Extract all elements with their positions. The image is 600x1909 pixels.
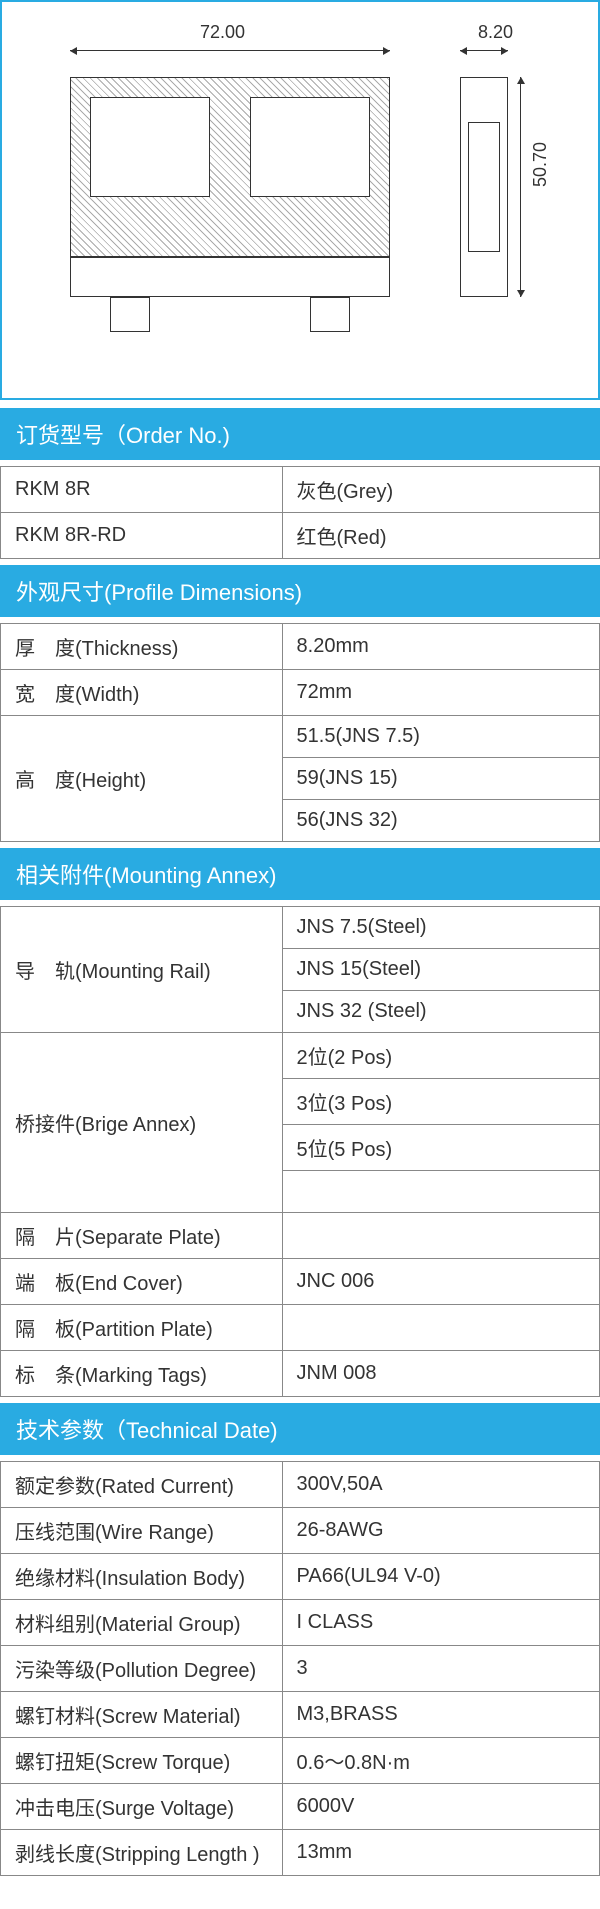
- thickness-label: 厚 度(Thickness): [1, 624, 283, 670]
- tech-label: 绝缘材料(Insulation Body): [1, 1554, 283, 1600]
- bridge-label: 桥接件(Brige Annex): [1, 1033, 283, 1213]
- separate-val: [282, 1213, 599, 1259]
- table-row: 螺钉扭矩(Screw Torque) 0.6～0.8N·m: [1, 1738, 600, 1784]
- table-row: 桥接件(Brige Annex) 2位(2 Pos): [1, 1033, 600, 1079]
- height-val: 59(JNS 15): [282, 758, 599, 800]
- tech-val: 6000V: [282, 1784, 599, 1830]
- bridge-val: 2位(2 Pos): [282, 1033, 599, 1079]
- dim-height-label: 50.70: [530, 142, 551, 187]
- order-color: 红色(Red): [282, 513, 599, 559]
- table-row: 绝缘材料(Insulation Body) PA66(UL94 V-0): [1, 1554, 600, 1600]
- dim-width-label: 72.00: [200, 22, 245, 43]
- rail-val: JNS 7.5(Steel): [282, 907, 599, 949]
- partition-val: [282, 1305, 599, 1351]
- order-model: RKM 8R: [1, 467, 283, 513]
- tech-label: 剥线长度(Stripping Length ): [1, 1830, 283, 1876]
- rail-val: JNS 15(Steel): [282, 949, 599, 991]
- dim-width-line: [70, 50, 390, 51]
- order-model: RKM 8R-RD: [1, 513, 283, 559]
- dim-height-line: [520, 77, 521, 297]
- table-row: RKM 8R 灰色(Grey): [1, 467, 600, 513]
- front-foot-right: [310, 297, 350, 332]
- tech-val: PA66(UL94 V-0): [282, 1554, 599, 1600]
- technical-table: 额定参数(Rated Current) 300V,50A 压线范围(Wire R…: [0, 1461, 600, 1876]
- table-row: 压线范围(Wire Range) 26-8AWG: [1, 1508, 600, 1554]
- technical-drawing: 72.00 8.20 50.70: [0, 0, 600, 400]
- order-color: 灰色(Grey): [282, 467, 599, 513]
- tech-val: 300V,50A: [282, 1462, 599, 1508]
- table-row: 冲击电压(Surge Voltage) 6000V: [1, 1784, 600, 1830]
- height-val: 51.5(JNS 7.5): [282, 716, 599, 758]
- section-header-order: 订货型号（Order No.): [0, 408, 600, 460]
- front-rail-clip: [70, 257, 390, 297]
- tech-label: 螺钉材料(Screw Material): [1, 1692, 283, 1738]
- mounting-table: 导 轨(Mounting Rail) JNS 7.5(Steel) JNS 15…: [0, 906, 600, 1397]
- table-row: 标 条(Marking Tags) JNM 008: [1, 1351, 600, 1397]
- table-row: 额定参数(Rated Current) 300V,50A: [1, 1462, 600, 1508]
- tech-val: M3,BRASS: [282, 1692, 599, 1738]
- table-row: 螺钉材料(Screw Material) M3,BRASS: [1, 1692, 600, 1738]
- section-header-mounting: 相关附件(Mounting Annex): [0, 848, 600, 900]
- profile-table: 厚 度(Thickness) 8.20mm 宽 度(Width) 72mm 高 …: [0, 623, 600, 842]
- table-row: 端 板(End Cover) JNC 006: [1, 1259, 600, 1305]
- tech-label: 冲击电压(Surge Voltage): [1, 1784, 283, 1830]
- width-val: 72mm: [282, 670, 599, 716]
- partition-label: 隔 板(Partition Plate): [1, 1305, 283, 1351]
- table-row: 隔 片(Separate Plate): [1, 1213, 600, 1259]
- rail-val: JNS 32 (Steel): [282, 991, 599, 1033]
- tech-label: 压线范围(Wire Range): [1, 1508, 283, 1554]
- marking-val: JNM 008: [282, 1351, 599, 1397]
- endcover-label: 端 板(End Cover): [1, 1259, 283, 1305]
- bridge-val: [282, 1171, 599, 1213]
- tech-val: 0.6～0.8N·m: [282, 1738, 599, 1784]
- tech-label: 螺钉扭矩(Screw Torque): [1, 1738, 283, 1784]
- order-no-table: RKM 8R 灰色(Grey) RKM 8R-RD 红色(Red): [0, 466, 600, 559]
- front-cavity-left: [90, 97, 210, 197]
- table-row: 隔 板(Partition Plate): [1, 1305, 600, 1351]
- tech-val: 3: [282, 1646, 599, 1692]
- thickness-val: 8.20mm: [282, 624, 599, 670]
- tech-label: 材料组别(Material Group): [1, 1600, 283, 1646]
- table-row: 高 度(Height) 51.5(JNS 7.5): [1, 716, 600, 758]
- tech-val: I CLASS: [282, 1600, 599, 1646]
- tech-val: 13mm: [282, 1830, 599, 1876]
- side-view: 8.20 50.70: [440, 22, 550, 342]
- separate-label: 隔 片(Separate Plate): [1, 1213, 283, 1259]
- endcover-val: JNC 006: [282, 1259, 599, 1305]
- table-row: 宽 度(Width) 72mm: [1, 670, 600, 716]
- table-row: 厚 度(Thickness) 8.20mm: [1, 624, 600, 670]
- tech-label: 额定参数(Rated Current): [1, 1462, 283, 1508]
- table-row: 材料组别(Material Group) I CLASS: [1, 1600, 600, 1646]
- dim-depth-line: [460, 50, 508, 51]
- rail-label: 导 轨(Mounting Rail): [1, 907, 283, 1033]
- height-val: 56(JNS 32): [282, 800, 599, 842]
- front-view: 72.00: [50, 22, 410, 342]
- bridge-val: 5位(5 Pos): [282, 1125, 599, 1171]
- bridge-val: 3位(3 Pos): [282, 1079, 599, 1125]
- table-row: RKM 8R-RD 红色(Red): [1, 513, 600, 559]
- tech-label: 污染等级(Pollution Degree): [1, 1646, 283, 1692]
- section-header-profile: 外观尺寸(Profile Dimensions): [0, 565, 600, 617]
- height-label: 高 度(Height): [1, 716, 283, 842]
- tech-val: 26-8AWG: [282, 1508, 599, 1554]
- side-slot: [468, 122, 500, 252]
- dim-depth-label: 8.20: [478, 22, 513, 43]
- front-foot-left: [110, 297, 150, 332]
- section-header-technical: 技术参数（Technical Date): [0, 1403, 600, 1455]
- marking-label: 标 条(Marking Tags): [1, 1351, 283, 1397]
- table-row: 导 轨(Mounting Rail) JNS 7.5(Steel): [1, 907, 600, 949]
- table-row: 污染等级(Pollution Degree) 3: [1, 1646, 600, 1692]
- table-row: 剥线长度(Stripping Length ) 13mm: [1, 1830, 600, 1876]
- width-label: 宽 度(Width): [1, 670, 283, 716]
- front-cavity-right: [250, 97, 370, 197]
